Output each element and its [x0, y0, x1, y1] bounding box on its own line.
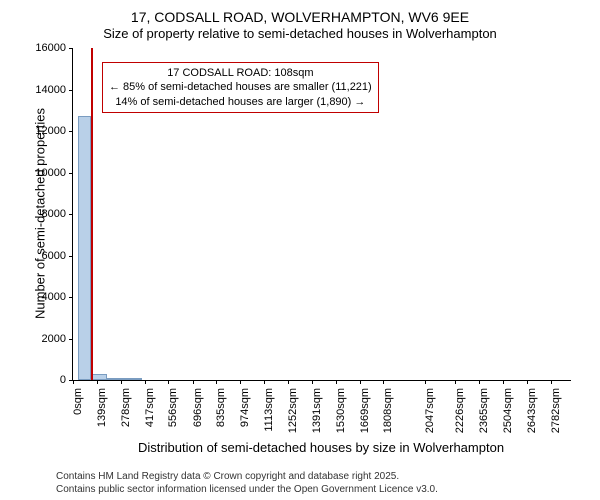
x-tick-mark [312, 380, 313, 384]
x-tick-label: 2226sqm [454, 388, 466, 438]
y-tick-label: 14000 [28, 84, 66, 96]
y-tick-mark [69, 297, 73, 298]
x-tick-label: 1669sqm [359, 388, 371, 438]
x-tick-label: 2504sqm [502, 388, 514, 438]
x-tick-mark [455, 380, 456, 384]
x-tick-label: 2047sqm [424, 388, 436, 438]
x-tick-label: 974sqm [239, 388, 251, 438]
y-tick-mark [69, 214, 73, 215]
x-tick-mark [264, 380, 265, 384]
x-tick-mark [551, 380, 552, 384]
x-tick-label: 1113sqm [263, 388, 275, 438]
y-tick-mark [69, 90, 73, 91]
info-line-2: ← 85% of semi-detached houses are smalle… [109, 80, 372, 94]
chart-subtitle: Size of property relative to semi-detach… [0, 26, 600, 41]
y-tick-label: 12000 [28, 125, 66, 137]
y-tick-label: 8000 [28, 208, 66, 220]
x-tick-mark [360, 380, 361, 384]
x-tick-label: 139sqm [96, 388, 108, 438]
y-tick-label: 16000 [28, 42, 66, 54]
x-tick-label: 1252sqm [287, 388, 299, 438]
y-tick-label: 0 [28, 374, 66, 386]
histogram-bar [125, 378, 142, 380]
x-tick-label: 1808sqm [382, 388, 394, 438]
y-tick-mark [69, 256, 73, 257]
info-box: 17 CODSALL ROAD: 108sqm ← 85% of semi-de… [102, 62, 379, 113]
marker-line [91, 48, 93, 380]
x-tick-label: 696sqm [192, 388, 204, 438]
y-tick-mark [69, 48, 73, 49]
x-tick-label: 556sqm [167, 388, 179, 438]
info-line-1: 17 CODSALL ROAD: 108sqm [109, 66, 372, 80]
chart-title: 17, CODSALL ROAD, WOLVERHAMPTON, WV6 9EE [0, 0, 600, 26]
x-tick-mark [383, 380, 384, 384]
x-tick-label: 1530sqm [335, 388, 347, 438]
x-axis-label: Distribution of semi-detached houses by … [72, 440, 570, 455]
histogram-bar [78, 116, 91, 380]
x-tick-mark [425, 380, 426, 384]
x-tick-mark [503, 380, 504, 384]
x-tick-mark [73, 380, 74, 384]
footer: Contains HM Land Registry data © Crown c… [56, 470, 438, 496]
x-tick-mark [479, 380, 480, 384]
x-tick-label: 835sqm [215, 388, 227, 438]
x-tick-label: 2365sqm [478, 388, 490, 438]
y-tick-mark [69, 173, 73, 174]
x-tick-mark [336, 380, 337, 384]
y-tick-label: 6000 [28, 250, 66, 262]
x-tick-mark [193, 380, 194, 384]
footer-line-2: Contains public sector information licen… [56, 483, 438, 496]
x-tick-mark [168, 380, 169, 384]
x-tick-mark [527, 380, 528, 384]
x-tick-label: 1391sqm [311, 388, 323, 438]
y-tick-label: 4000 [28, 291, 66, 303]
x-tick-mark [121, 380, 122, 384]
x-tick-label: 0sqm [72, 388, 84, 438]
x-tick-mark [97, 380, 98, 384]
x-tick-mark [288, 380, 289, 384]
y-tick-mark [69, 131, 73, 132]
histogram-bar [91, 374, 107, 380]
info-line-3: 14% of semi-detached houses are larger (… [109, 95, 372, 109]
footer-line-1: Contains HM Land Registry data © Crown c… [56, 470, 438, 483]
x-tick-mark [240, 380, 241, 384]
x-tick-mark [145, 380, 146, 384]
x-tick-label: 278sqm [120, 388, 132, 438]
x-tick-label: 417sqm [144, 388, 156, 438]
y-tick-mark [69, 339, 73, 340]
chart-container: 17, CODSALL ROAD, WOLVERHAMPTON, WV6 9EE… [0, 0, 600, 500]
x-tick-mark [216, 380, 217, 384]
x-tick-label: 2782sqm [550, 388, 562, 438]
y-tick-label: 2000 [28, 333, 66, 345]
x-tick-label: 2643sqm [526, 388, 538, 438]
y-tick-label: 10000 [28, 167, 66, 179]
histogram-bar [107, 378, 124, 380]
